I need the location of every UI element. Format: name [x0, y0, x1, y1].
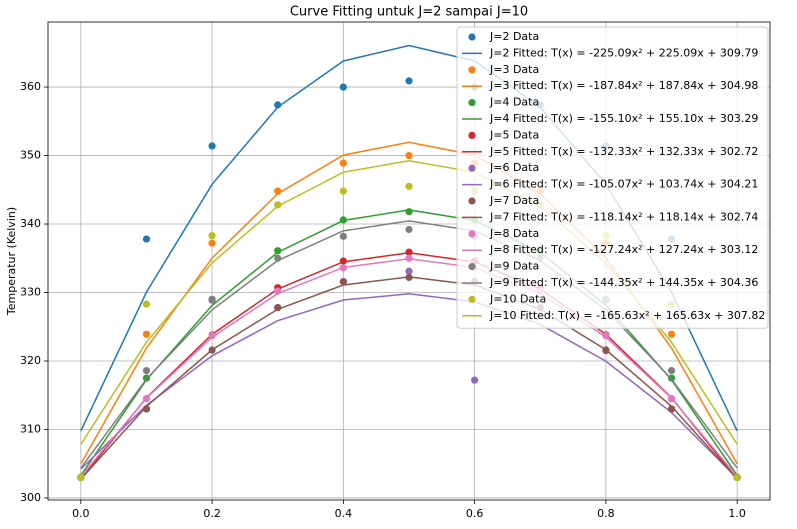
data-point — [208, 232, 216, 240]
legend-label: J=3 Fitted: T(x) = -187.84x² + 187.84x +… — [489, 79, 758, 92]
legend-marker — [468, 131, 476, 139]
fitted-line — [80, 252, 738, 480]
legend-label: J=10 Fitted: T(x) = -165.63x² + 165.63x … — [489, 309, 765, 322]
legend-label: J=7 Fitted: T(x) = -118.14x² + 118.14x +… — [489, 210, 758, 223]
fitted-line — [80, 257, 738, 478]
fitted-line — [80, 293, 738, 479]
fitted-line — [80, 276, 738, 480]
data-point — [471, 376, 479, 384]
legend-marker — [468, 33, 476, 41]
data-point — [208, 295, 216, 303]
data-point — [208, 239, 216, 247]
y-tick-label: 360 — [20, 80, 41, 93]
legend-label: J=2 Fitted: T(x) = -225.09x² + 225.09x +… — [489, 46, 758, 59]
x-tick-label: 1.0 — [728, 507, 746, 520]
data-point — [274, 247, 282, 255]
data-point — [733, 473, 741, 482]
y-tick-label: 340 — [20, 217, 41, 230]
data-point — [405, 77, 413, 85]
legend-label: J=8 Fitted: T(x) = -127.24x² + 127.24x +… — [489, 243, 758, 256]
legend-marker — [468, 164, 476, 172]
fitted-line — [80, 220, 738, 469]
legend-marker — [468, 66, 476, 74]
data-point — [142, 330, 151, 338]
data-point — [405, 182, 413, 190]
data-point — [339, 187, 347, 195]
data-point — [339, 159, 347, 167]
legend-label: J=4 Fitted: T(x) = -155.10x² + 155.10x +… — [489, 112, 758, 125]
data-point — [667, 366, 676, 375]
legend-marker — [468, 230, 476, 238]
legend-label: J=5 Fitted: T(x) = -132.33x² + 132.33x +… — [489, 145, 758, 158]
legend-marker — [468, 263, 476, 271]
legend-label: J=6 Fitted: T(x) = -105.07x² + 103.74x +… — [489, 178, 758, 191]
data-point — [405, 225, 413, 234]
legend-box — [456, 26, 769, 329]
legend-label: J=3 Data — [489, 63, 539, 76]
data-point — [274, 201, 282, 209]
data-point — [405, 151, 413, 160]
data-point — [405, 267, 413, 275]
legend-label: J=9 Fitted: T(x) = -144.35x² + 144.35x +… — [489, 276, 758, 289]
data-point — [339, 232, 347, 240]
data-point — [602, 332, 610, 340]
legend-label: J=4 Data — [489, 96, 539, 109]
y-tick-label: 350 — [20, 149, 41, 162]
data-point — [208, 332, 216, 340]
data-point — [667, 330, 676, 338]
data-point — [339, 277, 347, 286]
fitted-line — [80, 209, 738, 476]
y-tick-label: 330 — [20, 286, 41, 299]
x-tick-label: 0.8 — [597, 507, 615, 520]
legend: J=2 Data J=2 Fitted: T(x) = -225.09x² + 2… — [456, 26, 769, 329]
data-point — [77, 473, 85, 482]
y-tick-label: 310 — [20, 422, 41, 435]
legend-marker — [468, 295, 476, 303]
data-point — [142, 300, 151, 308]
legend-label: J=6 Data — [489, 161, 539, 174]
x-tick-label: 0.0 — [72, 507, 90, 520]
plot-frame — [47, 21, 771, 501]
legend-label: J=10 Data — [489, 292, 546, 305]
legend-marker — [468, 99, 476, 107]
legend-label: J=9 Data — [489, 260, 539, 273]
data-point — [142, 366, 151, 375]
y-tick-label: 320 — [20, 354, 41, 367]
legend-label: J=8 Data — [489, 227, 539, 240]
data-point — [142, 405, 151, 413]
data-point — [142, 235, 151, 243]
data-point — [208, 142, 216, 150]
legend-marker — [468, 197, 476, 205]
chart-title: Curve Fitting untuk J=2 sampai J=10 — [290, 5, 528, 20]
data-point — [667, 405, 676, 413]
legend-label: J=7 Data — [489, 194, 539, 207]
data-point — [339, 83, 347, 91]
legend-label: J=2 Data — [489, 30, 539, 43]
x-tick-label: 0.4 — [335, 507, 353, 520]
legend-label: J=5 Data — [489, 128, 539, 141]
y-tick-label: 300 — [20, 491, 41, 504]
x-tick-label: 0.2 — [203, 507, 221, 520]
x-tick-label: 0.6 — [466, 507, 484, 520]
y-axis-label: Temperatur (Kelvin) — [5, 207, 18, 316]
